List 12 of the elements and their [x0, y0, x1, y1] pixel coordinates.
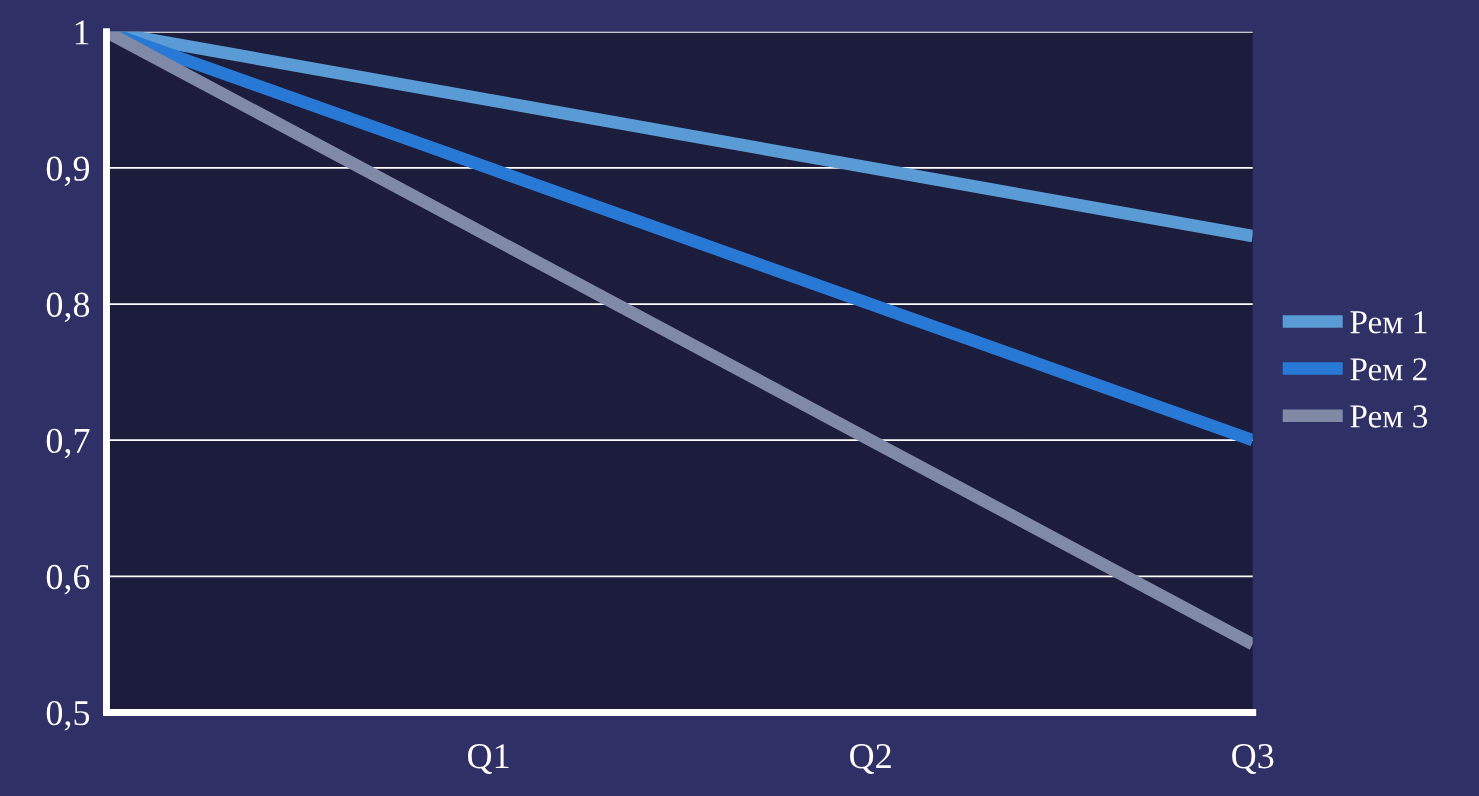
legend-label: Рем 3 [1350, 405, 1428, 428]
y-tick-label: 1 [75, 20, 89, 45]
y-tick-label: 0,9 [46, 156, 90, 187]
y-tick-label: 0,5 [46, 700, 90, 731]
x-tick-label: Q1 [467, 744, 509, 774]
x-tick-label: Q2 [850, 744, 891, 774]
y-tick-label: 0,8 [46, 292, 90, 323]
x-tick-label: Q3 [1232, 744, 1274, 774]
y-tick-label: 0,7 [46, 428, 90, 459]
legend-label: Рем 1 [1350, 311, 1427, 334]
legend-label: Рем 2 [1350, 358, 1427, 381]
y-tick-label: 0,6 [46, 564, 90, 595]
